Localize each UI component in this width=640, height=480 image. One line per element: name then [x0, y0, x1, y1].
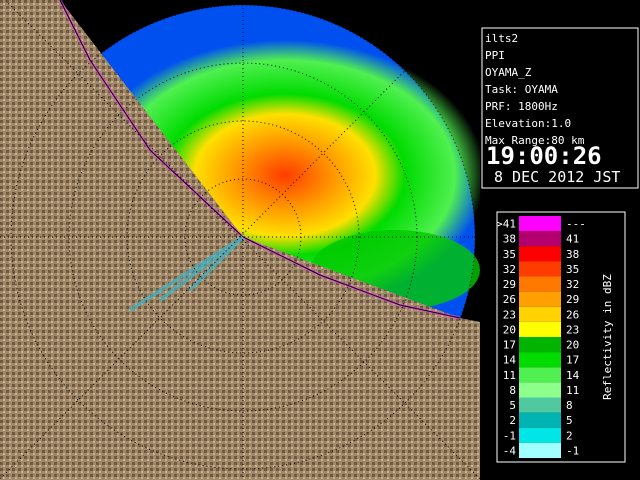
color-swatch — [519, 397, 561, 413]
color-swatch — [519, 276, 561, 292]
range-low: 32 — [503, 263, 516, 276]
range-low: 11 — [503, 369, 516, 382]
color-swatch — [519, 291, 561, 307]
range-high: 8 — [566, 399, 573, 412]
info-line: Max Range:80 km — [485, 134, 585, 147]
color-swatch — [519, 367, 561, 383]
color-swatch — [519, 216, 561, 232]
color-swatch — [519, 412, 561, 428]
colorbar-label: Reflectivity in dBZ — [601, 274, 614, 400]
color-swatch — [519, 321, 561, 337]
color-swatch — [519, 261, 561, 277]
range-high: --- — [566, 218, 586, 231]
info-line: Task: OYAMA — [485, 83, 558, 96]
range-low: 14 — [503, 354, 517, 367]
color-swatch — [519, 427, 561, 443]
radar-map — [0, 0, 480, 480]
info-lines: ilts2 PPI OYAMA_Z Task: OYAMA PRF: 1800Hz Ele… — [485, 32, 585, 147]
range-low: >41 — [496, 218, 516, 231]
range-high: 29 — [566, 293, 579, 306]
color-swatch — [519, 231, 561, 247]
range-high: -1 — [566, 444, 579, 457]
range-high: 23 — [566, 323, 579, 336]
range-high: 35 — [566, 263, 579, 276]
colorbar: >41 --- 38 41 35 38 32 35 29 32 26 29 23 26 20 23 17 20 14… — [496, 216, 586, 458]
date: 8 DEC 2012 JST — [494, 168, 620, 186]
range-low: 20 — [503, 323, 516, 336]
range-high: 11 — [566, 384, 579, 397]
range-high: 32 — [566, 278, 579, 291]
range-low: 35 — [503, 248, 516, 261]
info-line: PRF: 1800Hz — [485, 100, 558, 113]
range-low: 38 — [503, 233, 516, 246]
range-low: 17 — [503, 339, 516, 352]
time: 19:00:26 — [486, 142, 602, 170]
color-swatch — [519, 246, 561, 262]
range-high: 20 — [566, 339, 579, 352]
info-panel — [481, 27, 639, 189]
range-low: 26 — [503, 293, 516, 306]
range-low: 23 — [503, 308, 516, 321]
info-line: ilts2 — [485, 32, 518, 45]
range-low: 2 — [509, 414, 516, 427]
range-low: -1 — [503, 429, 516, 442]
echo-streak — [128, 235, 245, 312]
color-swatch — [519, 382, 561, 398]
range-high: 38 — [566, 248, 579, 261]
info-line: OYAMA_Z — [485, 66, 532, 79]
range-high: 41 — [566, 233, 579, 246]
color-swatch — [519, 352, 561, 368]
range-low: 29 — [503, 278, 516, 291]
range-low: 8 — [509, 384, 516, 397]
range-low: 5 — [509, 399, 516, 412]
color-swatch — [519, 337, 561, 353]
color-swatch — [519, 306, 561, 322]
range-high: 26 — [566, 308, 579, 321]
range-high: 5 — [566, 414, 573, 427]
range-high: 17 — [566, 354, 579, 367]
info-line: PPI — [485, 49, 505, 62]
range-high: 14 — [566, 369, 580, 382]
range-high: 2 — [566, 429, 573, 442]
range-low: -4 — [503, 444, 517, 457]
info-line: Elevation:1.0 — [485, 117, 571, 130]
color-swatch — [519, 442, 561, 458]
range-rings — [0, 0, 480, 480]
